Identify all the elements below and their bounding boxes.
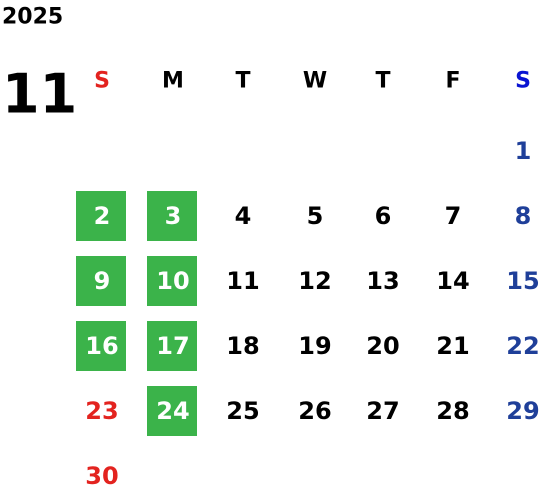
day: 11 — [226, 267, 259, 295]
day: 5 — [307, 202, 324, 230]
weekday-label: M — [162, 69, 184, 94]
highlight-box — [147, 191, 197, 241]
day: 26 — [298, 397, 331, 425]
day: 22 — [506, 332, 539, 360]
weekday-label: S — [515, 69, 531, 94]
day: 20 — [366, 332, 399, 360]
highlight-box — [147, 321, 197, 371]
day: 7 — [445, 202, 462, 230]
day: 12 — [298, 267, 331, 295]
weekday-label: S — [94, 69, 110, 94]
day: 8 — [515, 202, 532, 230]
day: 18 — [226, 332, 259, 360]
weekday-label: W — [303, 69, 327, 94]
weekday-label: T — [375, 69, 390, 94]
day: 23 — [85, 397, 118, 425]
day: 2 — [94, 202, 111, 230]
day: 9 — [94, 267, 111, 295]
highlight-box — [147, 386, 197, 436]
day: 29 — [506, 397, 539, 425]
day: 27 — [366, 397, 399, 425]
day: 28 — [436, 397, 469, 425]
highlight-box — [76, 256, 126, 306]
day: 30 — [85, 462, 118, 490]
weekday-label: T — [235, 69, 250, 94]
day: 3 — [165, 202, 182, 230]
day: 25 — [226, 397, 259, 425]
year: 2025 — [2, 5, 63, 30]
day: 19 — [298, 332, 331, 360]
highlight-box — [76, 321, 126, 371]
highlight-box — [76, 191, 126, 241]
day: 4 — [235, 202, 252, 230]
day: 15 — [506, 267, 539, 295]
day: 17 — [156, 332, 189, 360]
day: 14 — [436, 267, 469, 295]
day: 16 — [85, 332, 118, 360]
weekday-label: F — [445, 69, 460, 94]
highlight-box — [147, 256, 197, 306]
day: 10 — [156, 267, 189, 295]
day: 24 — [156, 397, 189, 425]
day: 13 — [366, 267, 399, 295]
day: 1 — [515, 137, 532, 165]
day: 6 — [375, 202, 392, 230]
month: 11 — [2, 63, 77, 126]
day: 21 — [436, 332, 469, 360]
